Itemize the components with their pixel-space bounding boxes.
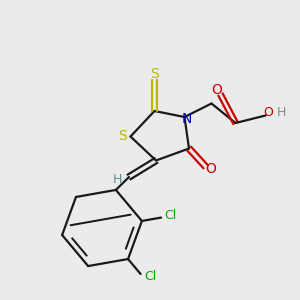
Text: Cl: Cl <box>165 209 177 222</box>
Text: O: O <box>206 163 216 176</box>
Text: O: O <box>212 83 222 97</box>
Text: N: N <box>182 112 192 126</box>
Text: Cl: Cl <box>144 270 156 283</box>
Text: H: H <box>113 173 122 186</box>
Text: S: S <box>150 67 159 81</box>
Text: S: S <box>118 130 127 143</box>
Text: H: H <box>276 106 286 119</box>
Text: O: O <box>263 106 273 119</box>
